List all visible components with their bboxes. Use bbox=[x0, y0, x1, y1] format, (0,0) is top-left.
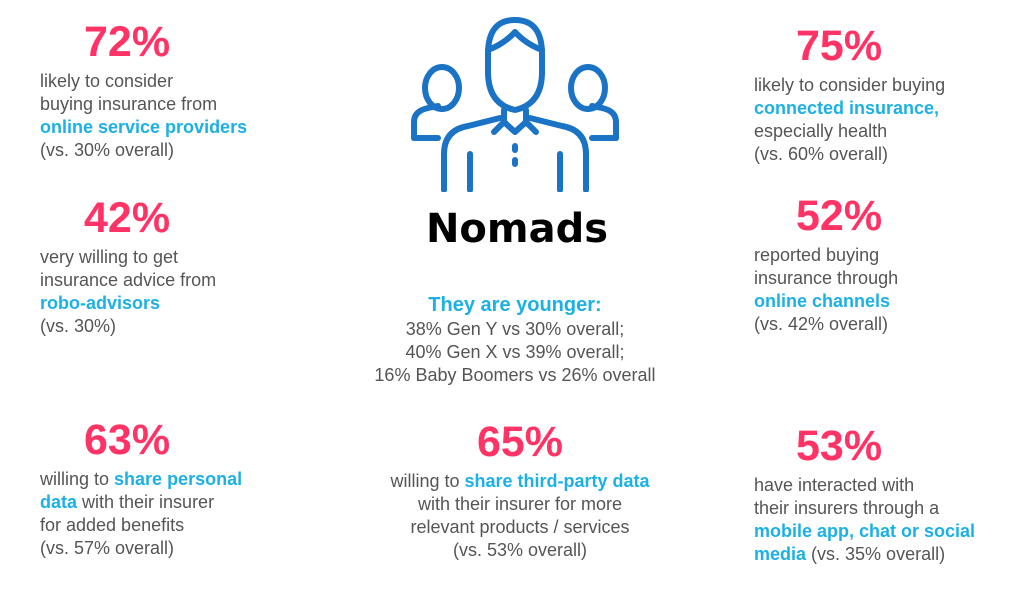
page-title: Nomads bbox=[425, 206, 609, 252]
stat-text: (vs. 30%) bbox=[40, 316, 117, 336]
younger-block: They are younger: 38% Gen Y vs 30% overa… bbox=[300, 293, 730, 387]
stat-text: (vs. 53% overall) bbox=[452, 540, 588, 560]
stat-text: very willing to get bbox=[40, 247, 179, 267]
stat-highlight: data bbox=[40, 492, 78, 512]
stat-text: willing to bbox=[390, 471, 465, 491]
younger-line: 38% Gen Y vs 30% overall; bbox=[405, 319, 625, 339]
younger-line: 40% Gen X vs 39% overall; bbox=[405, 342, 625, 362]
stat-text: (vs. 30% overall) bbox=[40, 140, 175, 160]
stat-text: (vs. 42% overall) bbox=[754, 314, 889, 334]
stat-highlight: share third-party data bbox=[464, 471, 650, 491]
stat-text: (vs. 35% overall) bbox=[806, 544, 946, 564]
stat-percent: 52% bbox=[796, 192, 883, 240]
stat-text: their insurers through a bbox=[754, 498, 940, 518]
stat-53: 53% have interacted with their insurers … bbox=[754, 422, 975, 566]
stat-highlight: share personal bbox=[114, 469, 243, 489]
stat-highlight: online channels bbox=[754, 291, 891, 311]
stat-75: 75% likely to consider buying connected … bbox=[754, 22, 945, 166]
stat-text: reported buying bbox=[754, 245, 880, 265]
stat-42: 42% very willing to get insurance advice… bbox=[40, 194, 216, 338]
stat-text: insurance through bbox=[754, 268, 899, 288]
stat-highlight: media bbox=[754, 544, 807, 564]
stat-text: insurance advice from bbox=[40, 270, 217, 290]
younger-line: 16% Baby Boomers vs 26% overall bbox=[374, 365, 656, 385]
stat-text: have interacted with bbox=[754, 475, 915, 495]
stat-text: for added benefits bbox=[40, 515, 185, 535]
stat-65: 65% willing to share third-party data wi… bbox=[360, 418, 680, 562]
stat-text: with their insurer bbox=[77, 492, 215, 512]
stat-highlight: mobile app, chat or social bbox=[754, 521, 976, 541]
stat-percent: 72% bbox=[84, 18, 171, 66]
stat-63: 63% willing to share personal data with … bbox=[40, 416, 242, 560]
stat-text: likely to consider bbox=[40, 71, 174, 91]
stat-52: 52% reported buying insurance through on… bbox=[754, 192, 898, 336]
stat-text: (vs. 57% overall) bbox=[40, 538, 175, 558]
stat-text: especially health bbox=[754, 121, 888, 141]
stat-percent: 42% bbox=[84, 194, 171, 242]
stat-highlight: connected insurance, bbox=[754, 98, 940, 118]
stat-text: relevant products / services bbox=[410, 517, 630, 537]
stat-highlight: online service providers bbox=[40, 117, 248, 137]
younger-heading: They are younger: bbox=[428, 294, 602, 316]
stat-72: 72% likely to consider buying insurance … bbox=[40, 18, 247, 162]
people-group-icon bbox=[408, 14, 622, 193]
stat-text: willing to bbox=[40, 469, 115, 489]
stat-percent: 63% bbox=[84, 416, 171, 464]
stat-percent: 65% bbox=[476, 418, 564, 466]
stat-percent: 53% bbox=[796, 422, 883, 470]
stat-percent: 75% bbox=[796, 22, 883, 70]
stat-text: buying insurance from bbox=[40, 94, 218, 114]
stat-text: likely to consider buying bbox=[754, 75, 946, 95]
stat-text: with their insurer for more bbox=[417, 494, 623, 514]
stat-text: (vs. 60% overall) bbox=[754, 144, 889, 164]
stat-highlight: robo-advisors bbox=[40, 293, 161, 313]
